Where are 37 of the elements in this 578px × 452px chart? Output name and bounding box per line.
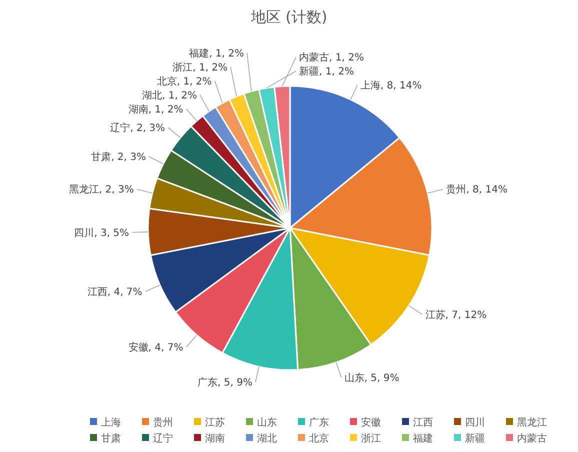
legend-label: 广东	[309, 416, 329, 428]
legend-label: 北京	[309, 432, 329, 444]
data-label: 北京, 1, 2%	[156, 75, 212, 88]
legend-label: 贵州	[153, 416, 173, 428]
data-label: 江西, 4, 7%	[87, 286, 142, 298]
legend-label: 湖南	[205, 432, 225, 444]
data-label: 江苏, 7, 12%	[425, 308, 487, 321]
data-label: 湖南, 1, 2%	[128, 103, 184, 116]
data-label: 湖北, 1, 2%	[142, 89, 197, 102]
legend-label: 黑龙江	[517, 416, 547, 428]
data-label: 甘肃, 2, 3%	[91, 151, 146, 164]
legend-label: 福建	[413, 432, 433, 444]
legend-label: 辽宁	[153, 432, 173, 444]
chart-title: 地区 (计数)	[250, 8, 328, 26]
legend-label: 江苏	[205, 416, 225, 428]
legend-label: 四川	[465, 416, 485, 428]
data-label: 内蒙古, 1, 2%	[299, 52, 364, 64]
legend-label: 山东	[257, 416, 277, 428]
legend-label: 安徽	[361, 416, 381, 428]
data-label: 四川, 3, 5%	[74, 226, 130, 239]
data-label: 福建, 1, 2%	[189, 47, 244, 60]
legend-label: 湖北	[257, 432, 277, 444]
data-label: 上海, 8, 14%	[360, 80, 422, 92]
data-label: 安徽, 4, 7%	[128, 342, 184, 354]
legend-label: 内蒙古	[517, 432, 547, 444]
legend-label: 上海	[101, 416, 121, 428]
data-label: 辽宁, 2, 3%	[110, 122, 166, 134]
data-label: 山东, 5, 9%	[344, 372, 400, 384]
data-label: 广东, 5, 9%	[197, 376, 252, 389]
legend-label: 甘肃	[101, 432, 121, 444]
legend-label: 浙江	[361, 432, 381, 444]
data-label: 浙江, 1, 2%	[172, 61, 228, 74]
data-label: 黑龙江, 2, 3%	[68, 184, 134, 196]
legend-label: 江西	[413, 416, 433, 428]
legend-label: 新疆	[465, 432, 485, 444]
data-label: 新疆, 1, 2%	[299, 66, 354, 78]
data-label: 贵州, 8, 14%	[446, 184, 508, 196]
